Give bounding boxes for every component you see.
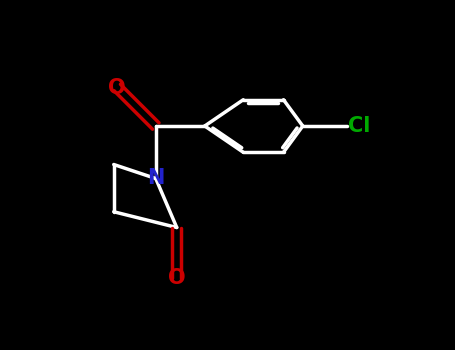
Text: O: O	[168, 268, 186, 288]
Text: O: O	[108, 77, 126, 98]
Text: N: N	[147, 168, 164, 189]
Text: Cl: Cl	[348, 116, 371, 136]
